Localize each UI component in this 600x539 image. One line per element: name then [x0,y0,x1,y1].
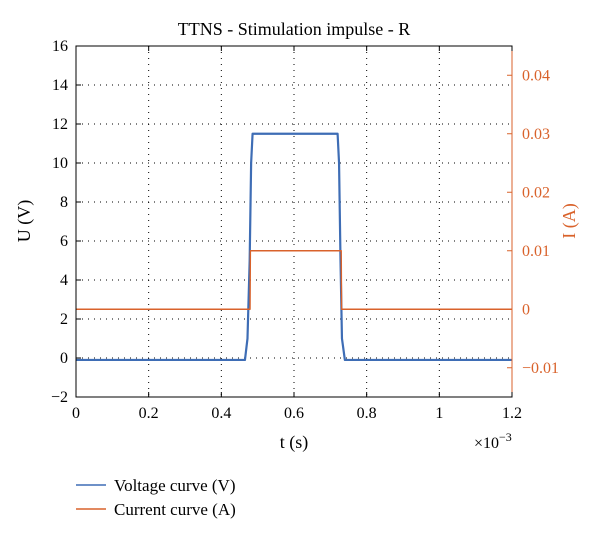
y-axis-left: −2 0 2 4 6 8 10 12 14 16 [51,38,81,406]
x-axis-label: t (s) [280,432,309,453]
y-right-tick-label: 0.04 [522,67,550,84]
x-axis-multiplier: ×10−3 [474,430,512,452]
y-axis-right-label: I (A) [559,203,580,238]
x-axis-multiplier-base: ×10 [474,435,499,452]
y-left-tick-label: 8 [60,194,68,211]
y-right-tick-label: 0.01 [522,243,550,260]
y-left-tick-label: 10 [52,155,68,172]
y-axis-left-label: U (V) [14,200,35,243]
x-tick-label: 1.2 [502,405,522,422]
series-voltage-line [76,132,512,362]
y-left-tick-label: 2 [60,311,68,328]
x-tick-label: 0.6 [284,405,304,422]
x-axis-multiplier-exponent: −3 [499,430,512,444]
y-right-tick-label: 0.03 [522,126,550,143]
y-left-tick-label: 14 [52,77,68,94]
legend-label-current: Current curve (A) [114,500,236,519]
y-right-tick-label: 0 [522,301,530,318]
x-tick-label: 0 [72,405,80,422]
x-tick-label: 0.4 [211,405,231,422]
x-tick-label: 0.2 [139,405,159,422]
legend: Voltage curve (V) Current curve (A) [76,476,236,519]
y-right-tick-label: −0.01 [522,360,559,377]
x-tick-label: 1 [435,405,443,422]
y-left-tick-label: 12 [52,116,68,133]
y-right-tick-label: 0.02 [522,184,550,201]
series-layer [76,132,512,362]
y-left-tick-label: −2 [51,389,68,406]
y-axis-right: −0.01 0 0.01 0.02 0.03 0.04 [507,67,559,377]
y-left-tick-label: 16 [52,38,68,55]
x-axis: 0 0.2 0.4 0.6 0.8 1 1.2 [72,46,522,422]
legend-label-voltage: Voltage curve (V) [114,476,235,495]
y-left-tick-label: 6 [60,233,68,250]
x-tick-label: 0.8 [357,405,377,422]
series-current-line [76,250,512,310]
plot-area [76,46,512,397]
chart-title: TTNS - Stimulation impulse - R [178,19,411,39]
y-left-tick-label: 0 [60,350,68,367]
y-left-tick-label: 4 [60,272,68,289]
grid [76,46,512,397]
